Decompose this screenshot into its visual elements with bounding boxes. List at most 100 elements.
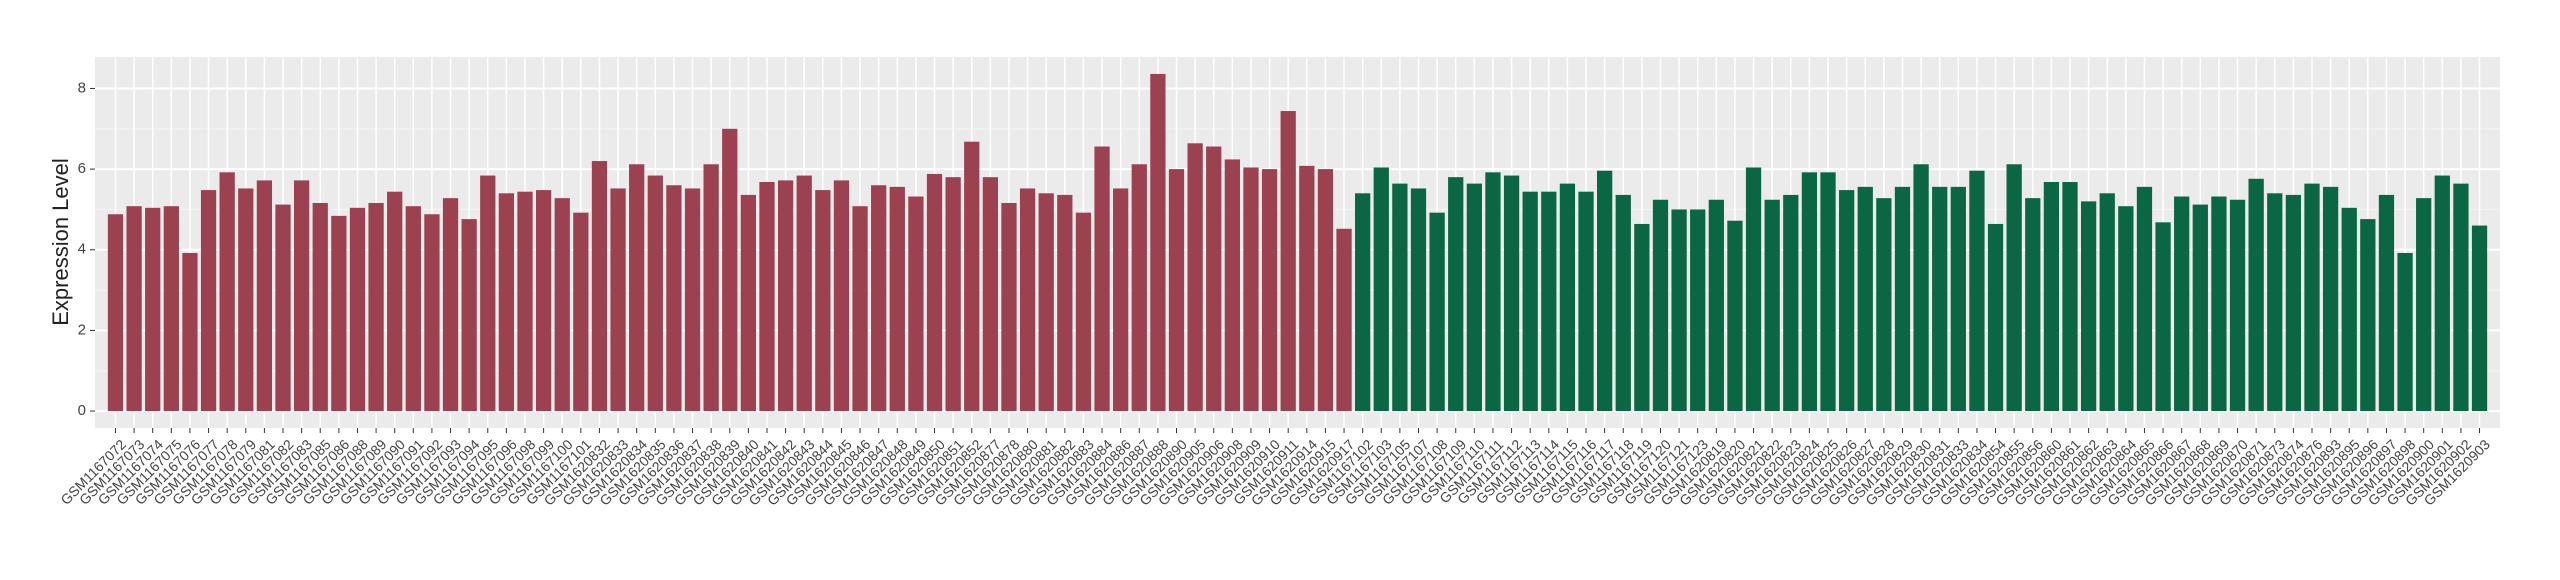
bar [1764, 199, 1780, 412]
bar [1485, 172, 1501, 412]
bar [424, 214, 440, 412]
bar [2378, 194, 2395, 412]
bar [1019, 188, 1036, 412]
bar [759, 182, 775, 412]
bar [2360, 219, 2376, 412]
bar [1280, 111, 1296, 412]
bar [349, 207, 366, 412]
bar [2434, 175, 2450, 412]
bar [629, 164, 645, 412]
bar [1690, 209, 1706, 412]
bar [2062, 182, 2078, 412]
bar [312, 202, 328, 412]
bar [1745, 167, 1762, 412]
bar [1597, 170, 1613, 412]
bar [1950, 186, 1966, 412]
bar [871, 185, 887, 412]
bar [2136, 186, 2153, 412]
bar [498, 193, 515, 412]
bar [405, 206, 421, 412]
bar [2285, 194, 2302, 412]
bar [480, 175, 496, 412]
bar [238, 188, 254, 412]
bar [1410, 188, 1427, 412]
bar [1987, 223, 2004, 412]
bar [591, 161, 608, 412]
bar [1838, 190, 1855, 412]
bar [219, 172, 235, 412]
bar [442, 198, 459, 412]
bar [535, 190, 552, 412]
bar [1801, 172, 1818, 412]
bar [1727, 220, 1743, 412]
bar [982, 177, 998, 412]
bar [1187, 143, 1203, 412]
bar [2229, 199, 2246, 412]
bar [964, 141, 980, 412]
bar [2043, 182, 2060, 412]
bar [1317, 169, 1334, 412]
bar [1820, 172, 1836, 412]
bar [573, 212, 589, 412]
bar [2341, 207, 2357, 412]
bar [200, 190, 217, 412]
bar [703, 164, 719, 412]
bar [1466, 183, 1482, 412]
bar [461, 219, 477, 412]
bar [926, 173, 943, 412]
bar [1634, 223, 1650, 412]
bar [889, 186, 905, 412]
bar [1224, 159, 1240, 412]
bar [1336, 228, 1352, 412]
bar [666, 185, 682, 412]
bar [1373, 167, 1389, 412]
bar [1894, 186, 1911, 412]
y-tick-label: 4 [78, 241, 86, 258]
bar [1503, 175, 1520, 412]
bar [1075, 212, 1092, 412]
bar [2267, 193, 2283, 412]
bar [1206, 146, 1222, 412]
bar [1038, 193, 1054, 412]
bar [684, 188, 701, 412]
bar [256, 180, 273, 412]
bar [2192, 204, 2208, 412]
bar [1131, 164, 1147, 412]
bar [1057, 194, 1073, 412]
bar [1708, 199, 1724, 412]
bar [1913, 164, 1929, 412]
bar [1783, 194, 1799, 412]
bar [517, 191, 533, 412]
y-tick-label: 0 [78, 402, 86, 419]
bar [1522, 191, 1538, 412]
y-tick-label: 2 [78, 321, 86, 338]
bar [2416, 198, 2432, 412]
bar [387, 191, 403, 412]
bar [1261, 169, 1278, 412]
bar [1857, 186, 1873, 412]
bar [2080, 201, 2097, 412]
bar [1578, 191, 1594, 412]
bar [1671, 209, 1687, 412]
bar [2174, 196, 2190, 412]
bar [740, 194, 757, 412]
y-tick-label: 8 [78, 79, 86, 96]
bar [2025, 198, 2041, 412]
bar [796, 175, 812, 412]
bar [1094, 146, 1110, 412]
bar [1150, 73, 1166, 412]
bar [331, 215, 347, 412]
bar [2118, 206, 2134, 412]
bar [2322, 186, 2339, 412]
bar [107, 214, 124, 412]
bar [1541, 191, 1557, 412]
bar [1355, 193, 1371, 412]
bar [908, 196, 924, 412]
bar [2006, 164, 2022, 412]
bar [1429, 212, 1445, 412]
bar [1559, 183, 1576, 412]
bar [1969, 170, 1985, 412]
bar [182, 252, 198, 412]
bar [1932, 186, 1948, 412]
